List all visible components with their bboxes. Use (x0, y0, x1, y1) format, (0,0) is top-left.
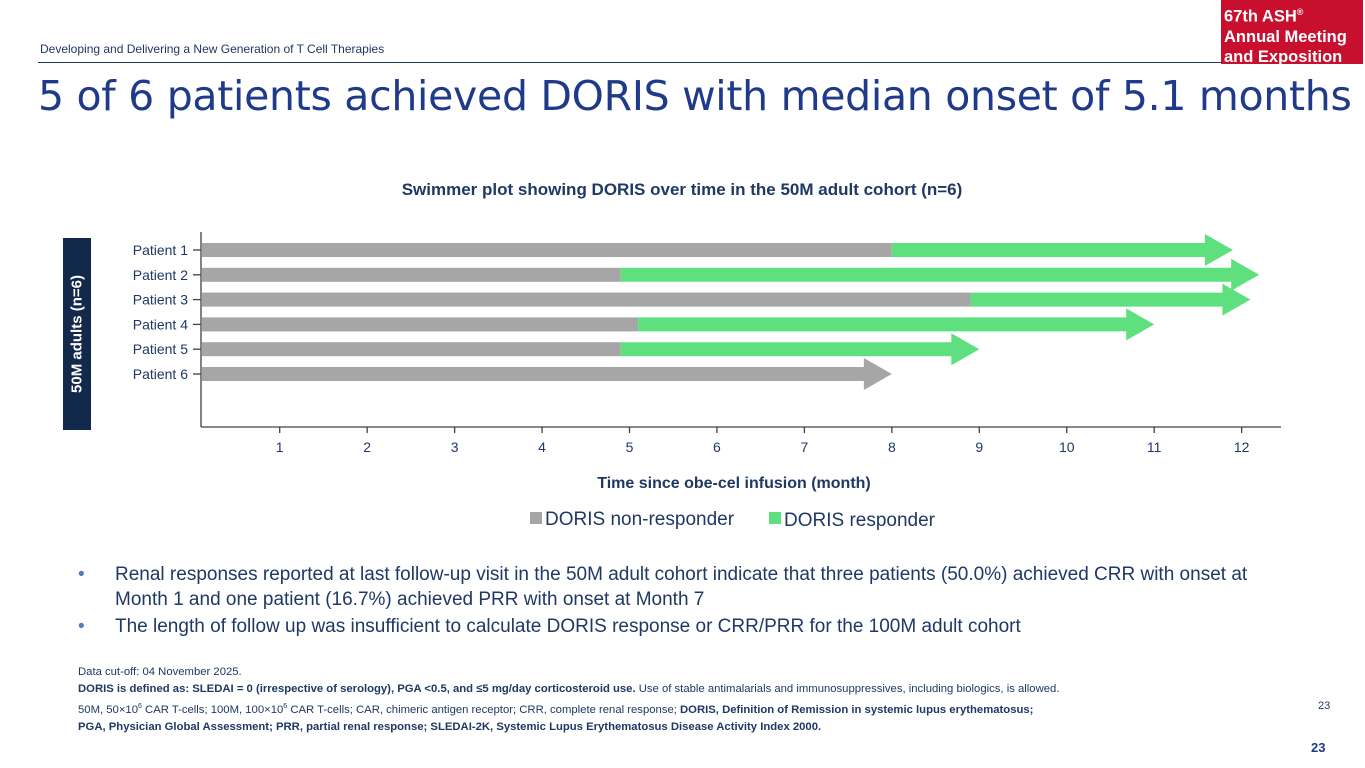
list-item: • The length of follow up was insufficien… (78, 614, 1293, 639)
page-number: 23 (1311, 740, 1326, 755)
slide-title: 5 of 6 patients achieved DORIS with medi… (38, 72, 1352, 120)
x-tick-label: 6 (713, 439, 721, 455)
bullet-icon: • (78, 616, 85, 637)
patient-label: Patient 2 (133, 267, 188, 283)
patient-label: Patient 4 (133, 316, 188, 332)
findings-list: • Renal responses reported at last follow… (78, 562, 1293, 639)
abbrev-part: CAR T-cells; CAR, chimeric antigen recep… (287, 703, 681, 716)
patient-bars (202, 234, 1260, 390)
bullet-icon: • (78, 564, 85, 585)
doris-definition: DORIS is defined as: SLEDAI = 0 (irrespe… (78, 681, 1258, 698)
abbrev-bold: PGA, Physician Global Assessment; PRR, p… (78, 720, 822, 733)
logo-line-3: and Exposition (1224, 47, 1343, 66)
data-cutoff: Data cut-off: 04 November 2025. (78, 666, 242, 678)
doris-definition-bold: DORIS is defined as: SLEDAI = 0 (irrespe… (78, 683, 636, 695)
abbrev-sup: 6 (137, 703, 142, 710)
patient-labels: Patient 1 Patient 2 Patient 3 Patient 4 Pati… (133, 242, 201, 382)
cohort-label-band: 50M adults (n=6) (63, 238, 91, 430)
legend-label-responder: DORIS responder (784, 510, 936, 531)
patient-label: Patient 3 (133, 292, 188, 308)
x-tick-label: 12 (1234, 439, 1250, 455)
bullet-text: The length of follow up was insufficient… (115, 616, 1021, 637)
abbreviations-2: PGA, Physician Global Assessment; PRR, p… (78, 719, 1258, 736)
x-tick-label: 9 (975, 439, 983, 455)
logo-registered-mark: ® (1296, 7, 1304, 17)
x-tick-label: 11 (1147, 439, 1162, 455)
ash-meeting-logo: 67th ASH® Annual Meeting and Exposition (1221, 0, 1363, 66)
header-divider (38, 62, 1258, 63)
page-number-small: 23 (1318, 700, 1331, 712)
non-responder-bar (202, 243, 892, 257)
legend-swatch-non-responder (530, 512, 542, 524)
list-item: • Renal responses reported at last follow… (78, 562, 1293, 612)
non-responder-bar (202, 292, 971, 307)
non-responder-bar (202, 342, 621, 357)
non-responder-bar (202, 317, 639, 332)
legend: DORIS non-responder DORIS responder (530, 509, 936, 531)
x-tick-label: 4 (538, 439, 546, 455)
responder-arrow (638, 308, 1155, 341)
x-axis-label: Time since obe-cel infusion (month) (597, 475, 871, 492)
non-responder-arrow (202, 358, 892, 390)
legend-label-non-responder: DORIS non-responder (545, 509, 735, 530)
footnotes: Data cut-off: 04 November 2025. DORIS is… (78, 664, 1258, 736)
abbrev-part: 50M, 50×10 (78, 703, 138, 716)
responder-arrow (620, 333, 980, 366)
non-responder-bar (202, 267, 621, 282)
x-tick-label: 1 (276, 439, 284, 455)
abbrev-sup: 6 (283, 703, 288, 710)
x-tick-label: 10 (1059, 439, 1075, 455)
abbrev-part: CAR T-cells; 100M, 100×10 (141, 703, 284, 716)
legend-swatch-responder (769, 512, 781, 524)
doris-definition-rest: Use of stable antimalarials and immunosu… (635, 683, 1060, 695)
x-tick-label: 8 (888, 439, 896, 455)
responder-arrow (970, 283, 1251, 316)
abbrev-bold: DORIS, Definition of Remission in system… (680, 703, 1034, 716)
logo-line-2: Annual Meeting (1224, 27, 1347, 46)
patient-label: Patient 5 (133, 341, 188, 357)
chart-title: Swimmer plot showing DORIS over time in … (402, 180, 963, 199)
logo-line-1: 67th ASH (1224, 7, 1297, 26)
x-tick-label: 3 (451, 439, 459, 455)
x-tick-label: 7 (801, 439, 809, 455)
header-subtitle: Developing and Delivering a New Generati… (40, 42, 385, 56)
x-ticks: 1 2 3 4 5 6 7 8 9 10 11 12 (276, 427, 1250, 455)
bullet-text: Renal responses reported at last follow-… (115, 564, 1248, 610)
x-tick-label: 2 (363, 439, 371, 455)
responder-arrow (620, 258, 1260, 291)
patient-label: Patient 6 (133, 366, 188, 382)
abbreviations: 50M, 50×106 CAR T-cells; 100M, 100×106 C… (78, 698, 1258, 719)
patient-label: Patient 1 (133, 242, 188, 258)
responder-arrow (891, 234, 1233, 266)
x-tick-label: 5 (626, 439, 634, 455)
